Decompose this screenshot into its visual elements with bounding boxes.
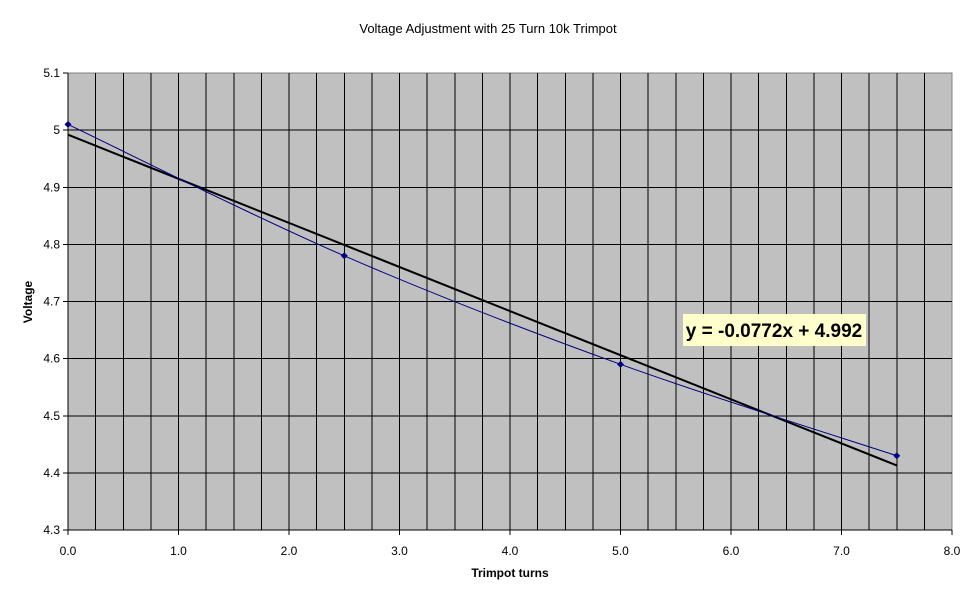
- x-tick-label: 8.0: [944, 544, 961, 558]
- y-tick-label: 4.7: [43, 295, 60, 309]
- x-tick-label: 3.0: [391, 544, 408, 558]
- series-layer: [64, 120, 901, 460]
- x-tick-label: 2.0: [281, 544, 298, 558]
- data-point: [340, 252, 348, 260]
- y-axis-label: Voltage: [21, 280, 35, 323]
- trendline-equation: y = -0.0772x + 4.992: [683, 314, 866, 346]
- y-tick-label: 4.9: [43, 180, 60, 194]
- y-tick-label: 4.6: [43, 352, 60, 366]
- x-tick-label: 0.0: [60, 544, 77, 558]
- equation-label-bg: [683, 314, 866, 346]
- x-tick-label: 4.0: [502, 544, 519, 558]
- linear-trendline: [67, 133, 898, 467]
- trendline-layer: [67, 133, 898, 467]
- chart-title: Voltage Adjustment with 25 Turn 10k Trim…: [359, 21, 617, 36]
- equation-label: y = -0.0772x + 4.992: [686, 321, 862, 342]
- data-point: [617, 360, 624, 368]
- y-tick-label: 4.4: [43, 466, 60, 480]
- y-tick-label: 5.1: [43, 66, 60, 80]
- x-tick-label: 5.0: [612, 544, 629, 558]
- x-tick-label: 6.0: [723, 544, 740, 558]
- grid: [68, 73, 952, 530]
- y-tick-label: 4.8: [43, 237, 60, 251]
- x-axis-label: Trimpot turns: [471, 566, 549, 580]
- tick-labels: 0.0 1.0 2.0 3.0 4.0 5.0 6.0 7.0 8.0 4.3 4.4 4.5 4.6 4…: [43, 66, 960, 558]
- data-point: [64, 120, 72, 128]
- axes: [63, 72, 953, 535]
- y-tick-label: 4.3: [43, 523, 60, 537]
- x-tick-label: 7.0: [833, 544, 850, 558]
- y-tick-label: 4.5: [43, 409, 60, 423]
- series-line: [67, 123, 897, 457]
- x-tick-label: 1.0: [170, 544, 187, 558]
- y-tick-label: 5: [53, 123, 60, 137]
- data-point: [893, 452, 901, 460]
